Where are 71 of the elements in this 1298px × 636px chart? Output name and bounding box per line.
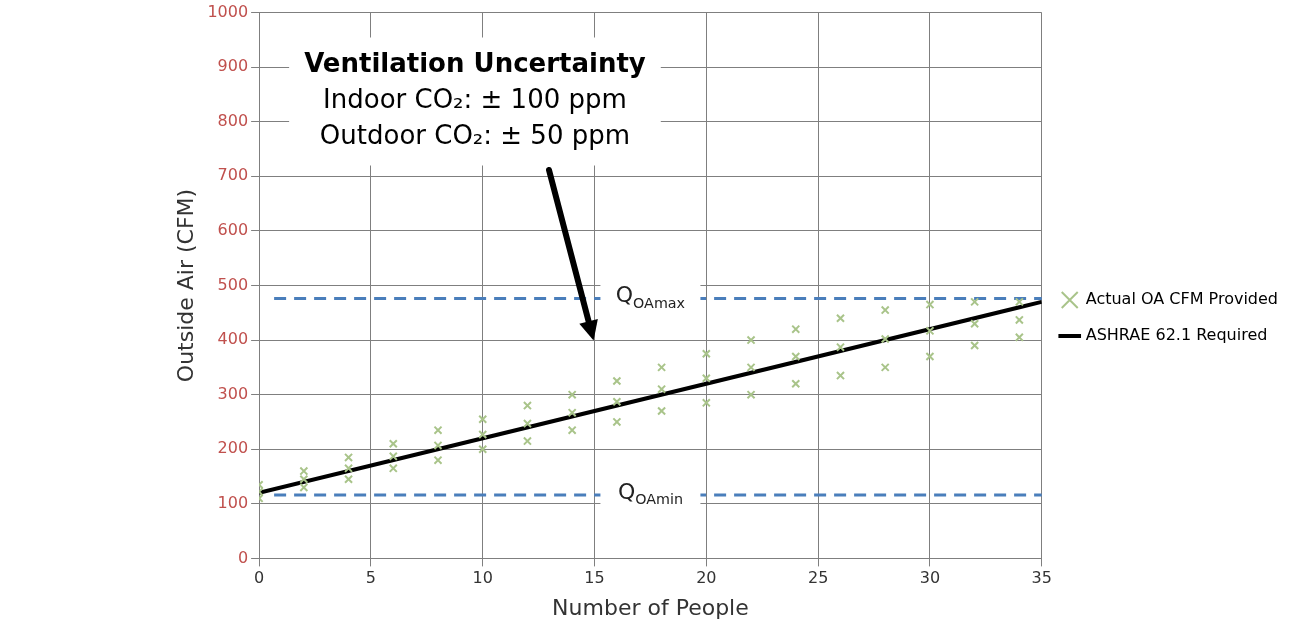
x-tick-label: 15 xyxy=(584,568,605,588)
legend-label: Actual OA CFM Provided xyxy=(1085,289,1279,309)
point xyxy=(388,451,398,461)
point xyxy=(701,349,711,359)
point xyxy=(970,297,980,307)
point xyxy=(433,440,443,450)
point xyxy=(880,362,890,372)
point xyxy=(880,305,890,315)
legend-label: ASHRAE 62.1 Required xyxy=(1085,325,1268,345)
y-tick-label: 600 xyxy=(217,220,249,240)
point xyxy=(835,342,846,352)
point xyxy=(612,397,622,407)
y-tick-label: 1000 xyxy=(207,1,249,21)
y-axis-title: Outside Air (CFM) xyxy=(172,188,198,383)
point xyxy=(657,406,667,416)
y-tick-label: 100 xyxy=(217,492,249,512)
x-tick-label: 10 xyxy=(472,568,493,588)
point xyxy=(925,326,935,336)
point xyxy=(701,398,711,408)
annotation: Outdoor CO₂: ± 50 ppm xyxy=(319,120,631,151)
x-tick-label: 5 xyxy=(365,568,377,588)
point xyxy=(522,401,532,411)
y-tick-label: 800 xyxy=(217,110,249,130)
x-tick-label: 35 xyxy=(1031,568,1052,588)
point xyxy=(388,439,398,449)
point xyxy=(970,341,980,351)
point xyxy=(791,379,801,389)
y-tick-label: 500 xyxy=(217,274,249,294)
point xyxy=(1014,297,1024,307)
point xyxy=(478,414,488,424)
y-tick-label: 900 xyxy=(217,56,249,76)
x-tick-label: 0 xyxy=(254,568,265,588)
point xyxy=(835,371,846,381)
y-tick-label: 200 xyxy=(217,438,249,458)
y-tick-label: 300 xyxy=(217,383,249,403)
point xyxy=(746,390,756,400)
point xyxy=(612,376,622,386)
point xyxy=(880,334,890,344)
point xyxy=(1014,315,1024,325)
point xyxy=(1014,332,1024,342)
y-tick-label: 400 xyxy=(217,329,249,349)
x-tick-label: 25 xyxy=(807,568,829,588)
point xyxy=(478,444,488,454)
point xyxy=(522,436,532,446)
point xyxy=(612,417,622,427)
point xyxy=(970,319,980,329)
annotation: Ventilation Uncertainty xyxy=(304,48,646,79)
point xyxy=(433,425,443,435)
point xyxy=(388,463,398,473)
point xyxy=(925,351,935,361)
y-tick-label: 0 xyxy=(237,547,249,567)
point xyxy=(791,351,801,361)
x-axis-title: Number of People xyxy=(552,594,749,620)
point xyxy=(835,313,846,323)
point xyxy=(478,429,488,440)
annotation: Indoor CO₂: ± 100 ppm xyxy=(323,84,627,115)
point xyxy=(925,300,935,310)
point xyxy=(567,425,577,435)
point xyxy=(567,408,577,418)
point xyxy=(567,390,577,400)
point xyxy=(433,455,443,465)
x-tick-label: 30 xyxy=(919,568,941,588)
point xyxy=(522,419,532,429)
point xyxy=(791,324,801,334)
point xyxy=(701,373,711,383)
y-tick-label: 700 xyxy=(217,165,249,185)
point xyxy=(657,362,667,372)
x-tick-label: 20 xyxy=(696,568,717,588)
point xyxy=(746,362,756,372)
point xyxy=(657,384,667,394)
point xyxy=(746,335,756,345)
